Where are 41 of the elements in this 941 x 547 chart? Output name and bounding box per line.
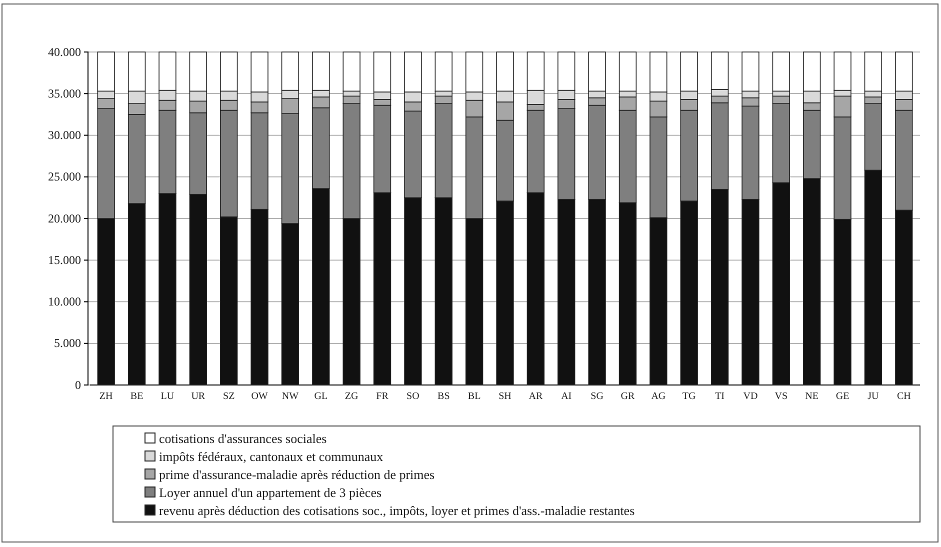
legend-label: revenu après déduction des cotisations soc., impôts, loyer et primes d'ass.-maladie restantes (159, 503, 635, 518)
x-tick-label: BS (438, 391, 450, 402)
x-tick-label: AI (561, 391, 572, 402)
x-tick-label: NE (805, 391, 819, 402)
x-tick-label: ZH (99, 391, 113, 402)
x-tick-label: GL (314, 391, 328, 402)
y-tick-label: 5.000 (54, 336, 81, 350)
y-tick-label: 40.000 (48, 44, 81, 59)
x-tick-label: JU (868, 391, 880, 402)
x-tick-label: UR (191, 391, 206, 402)
x-tick-label: FR (376, 391, 389, 402)
x-tick-label: VS (774, 391, 788, 402)
x-tick-label: SG (590, 391, 604, 402)
x-tick-label: TI (715, 391, 725, 402)
x-tick-label: SZ (223, 391, 235, 402)
x-tick-label: GR (620, 391, 636, 402)
x-tick-label: AG (651, 391, 666, 402)
legend-label: prime d'assurance-maladie après réduction de primes (159, 467, 435, 482)
x-tick-label: AR (528, 391, 543, 402)
x-tick-label: BE (130, 391, 144, 402)
x-tick-label: VD (743, 391, 758, 402)
x-tick-label: SH (498, 391, 512, 402)
y-tick-label: 15.000 (48, 252, 81, 267)
legend-label: Loyer annuel d'un appartement de 3 pièces (159, 485, 382, 500)
y-tick-label: 25.000 (48, 170, 81, 184)
legend-label: cotisations d'assurances sociales (159, 431, 327, 446)
x-tick-label: LU (160, 391, 175, 402)
y-tick-label: 10.000 (48, 294, 81, 309)
x-tick-label: CH (896, 391, 911, 402)
x-tick-label: ZG (344, 391, 358, 402)
x-tick-label: GE (836, 391, 850, 402)
y-tick-label: 35.000 (48, 86, 81, 100)
x-tick-label: BL (468, 391, 481, 402)
x-tick-label: OW (251, 391, 268, 402)
legend-label: impôts fédéraux, cantonaux et communaux (159, 449, 384, 464)
x-tick-label: TG (682, 391, 696, 402)
y-tick-label: 0 (75, 378, 81, 392)
y-tick-label: 30.000 (48, 128, 81, 142)
x-tick-label: SO (406, 391, 420, 402)
x-tick-label: NW (282, 391, 300, 402)
y-tick-label: 20.000 (48, 211, 81, 226)
